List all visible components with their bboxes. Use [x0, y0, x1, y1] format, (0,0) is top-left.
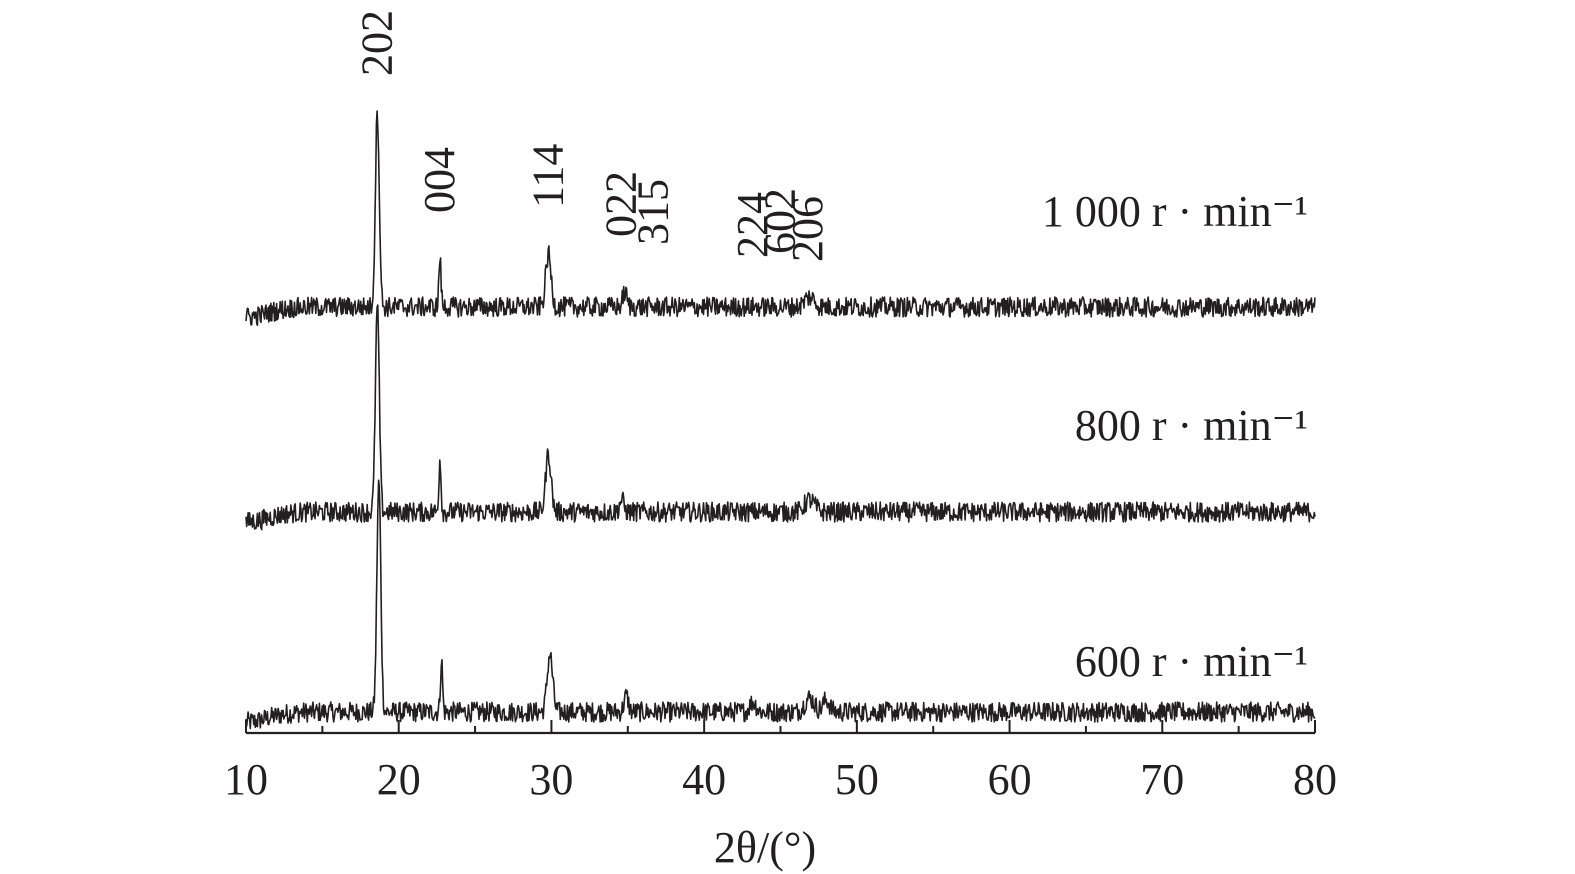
- x-tick-label: 60: [988, 755, 1032, 804]
- series-label: 1 000 r · min⁻¹: [1042, 187, 1308, 236]
- peak-label: 224: [728, 192, 777, 258]
- series-label: 800 r · min⁻¹: [1075, 401, 1308, 450]
- peak-label: 315: [629, 179, 678, 245]
- x-tick-label: 70: [1140, 755, 1184, 804]
- series-line: [245, 479, 1316, 730]
- x-tick-label: 30: [529, 755, 573, 804]
- peak-label: 206: [783, 196, 832, 262]
- series-line: [245, 110, 1316, 327]
- series-labels: 600 r · min⁻¹ 800 r · min⁻¹ 1 000 r · min⁻…: [1042, 187, 1308, 686]
- peak-label: 022: [597, 171, 646, 237]
- peak-label: 004: [415, 147, 464, 213]
- x-tick-label: 50: [835, 755, 879, 804]
- x-tick-label: 20: [377, 755, 421, 804]
- x-tick-label: 10: [224, 755, 268, 804]
- x-tick-label: 40: [682, 755, 726, 804]
- x-axis: 10 20 30 40 50 60 70 80: [224, 720, 1337, 804]
- curves-layer: [245, 110, 1316, 730]
- x-axis-ticks: [245, 720, 1316, 733]
- x-axis-title: 2θ/(°): [714, 823, 816, 872]
- x-tick-label: 80: [1293, 755, 1337, 804]
- series-label: 600 r · min⁻¹: [1075, 637, 1308, 686]
- peak-label: 202: [352, 10, 401, 76]
- peak-label: 602: [756, 188, 805, 254]
- series-line: [245, 304, 1316, 531]
- peak-label: 114: [523, 144, 572, 208]
- x-tick-labels: 10 20 30 40 50 60 70 80: [224, 755, 1337, 804]
